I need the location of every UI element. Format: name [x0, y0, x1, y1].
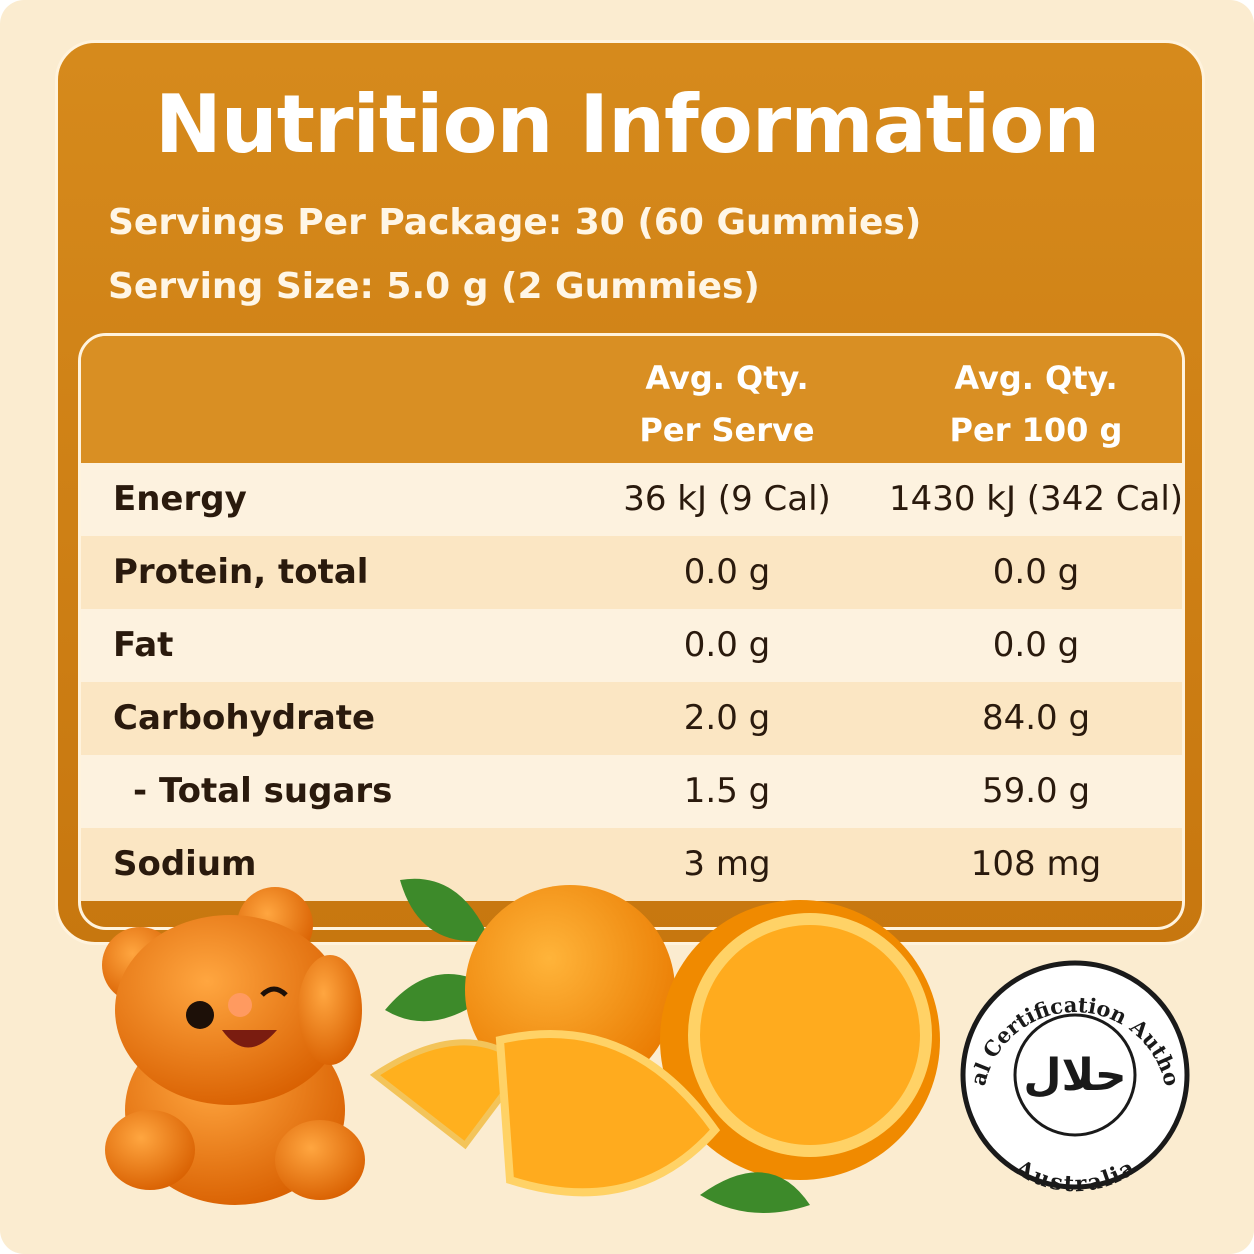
table-row: Carbohydrate 2.0 g 84.0 g — [81, 682, 1182, 755]
row-value: 108 mg — [970, 844, 1102, 884]
row-value: 59.0 g — [981, 771, 1091, 811]
row-value: 0.0 g — [683, 552, 771, 592]
row-value: 1430 kJ (342 Cal) — [888, 479, 1184, 519]
column-header: Per Serve — [639, 411, 815, 449]
table-row: - Total sugars 1.5 g 59.0 g — [81, 755, 1182, 828]
row-value: 36 kJ (9 Cal) — [623, 479, 831, 519]
title: Nutrition Information — [154, 78, 1100, 171]
table-row: Protein, total 0.0 g 0.0 g — [81, 536, 1182, 609]
row-value: 0.0 g — [992, 625, 1080, 665]
row-value: 3 mg — [683, 844, 771, 884]
column-header: Avg. Qty. — [954, 359, 1118, 397]
row-value: 2.0 g — [683, 698, 771, 738]
serving-size: Serving Size: 5.0 g (2 Gummies) — [108, 266, 760, 307]
table-row: Energy 36 kJ (9 Cal) 1430 kJ (342 Cal) — [81, 463, 1182, 536]
column-header: Avg. Qty. — [645, 359, 809, 397]
row-label: Protein, total — [113, 552, 369, 592]
oranges — [369, 878, 940, 1213]
table-header: Avg. Qty. Per Serve Avg. Qty. Per 100 g — [81, 336, 1182, 463]
servings-per-package: Servings Per Package: 30 (60 Gummies) — [108, 202, 922, 243]
row-value: 0.0 g — [992, 552, 1080, 592]
row-label: Carbohydrate — [113, 698, 376, 738]
nutrition-table: Avg. Qty. Per Serve Avg. Qty. Per 100 g … — [78, 333, 1185, 930]
gummy-bear — [102, 887, 365, 1205]
row-value: 0.0 g — [683, 625, 771, 665]
row-value: 1.5 g — [683, 771, 771, 811]
column-header: Per 100 g — [949, 411, 1123, 449]
row-label: - Total sugars — [133, 771, 393, 811]
badge-center-text: حلال — [1023, 1050, 1126, 1101]
row-label: Sodium — [113, 844, 257, 884]
row-value: 84.0 g — [981, 698, 1091, 738]
row-label: Energy — [113, 479, 247, 519]
row-label: Fat — [113, 625, 174, 665]
table-row: Fat 0.0 g 0.0 g — [81, 609, 1182, 682]
